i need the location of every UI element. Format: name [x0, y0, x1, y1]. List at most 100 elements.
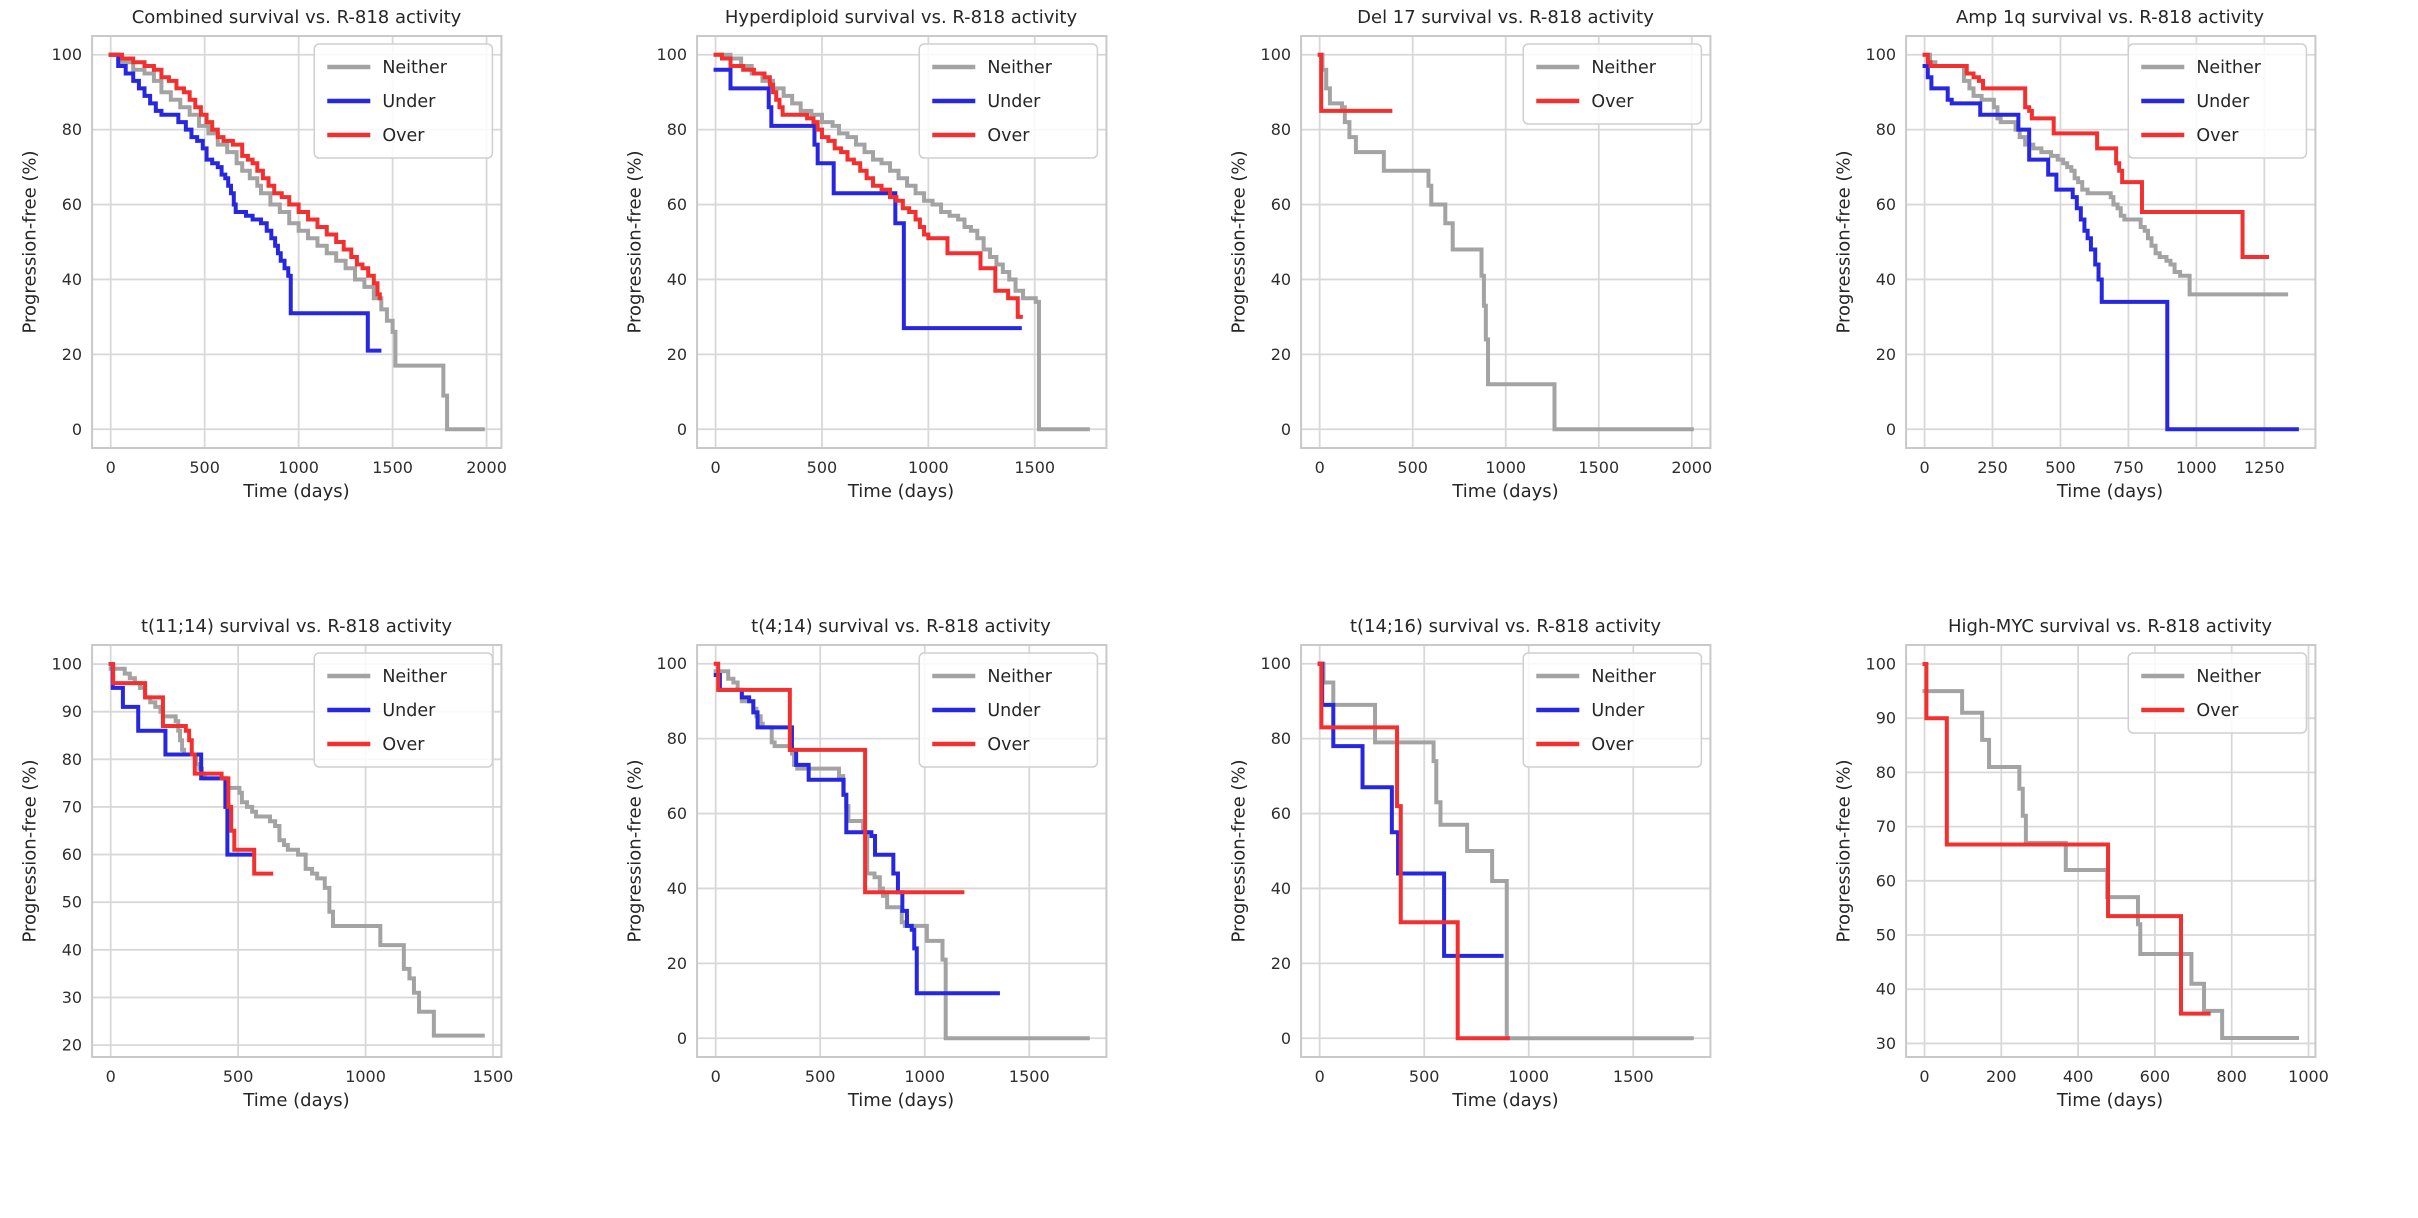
- chart-title: t(4;14) survival vs. R-818 activity: [751, 616, 1051, 637]
- y-tick-label: 60: [1271, 804, 1291, 823]
- y-tick-label: 40: [1875, 270, 1895, 289]
- series-line-under: [108, 52, 382, 353]
- y-tick-label: 100: [1865, 45, 1896, 64]
- legend: Neither Under Over: [918, 43, 1098, 159]
- x-tick-label: 0: [1919, 458, 1929, 477]
- y-tick-label: 20: [1271, 345, 1291, 364]
- legend-box: [1522, 652, 1703, 768]
- subplot-amp1q: 0 250 500 750 1000 1250 0 20 40 60 80 100 Neither Und…: [1814, 0, 2418, 609]
- y-tick-label: 30: [62, 988, 82, 1007]
- y-tick-label: 20: [62, 1036, 82, 1055]
- x-tick-label: 0: [106, 458, 116, 477]
- legend-label-over: Over: [2196, 126, 2239, 146]
- y-tick-label: 70: [62, 797, 82, 816]
- plot-border: [1300, 644, 1712, 1058]
- y-axis-label: Progression-free (%): [19, 150, 41, 334]
- series-line-over: [1921, 662, 2211, 1016]
- y-tick-label: 40: [666, 270, 686, 289]
- series-line-under: [1317, 661, 1504, 958]
- series-line-over: [1317, 661, 1510, 1041]
- x-tick-label: 500: [806, 458, 837, 477]
- legend-box: [313, 43, 494, 159]
- legend: Neither Over: [2127, 652, 2307, 734]
- tick-labels: 0 500 1000 1500 20 30 40 50 60 70 80 90 100: [52, 655, 514, 1086]
- series-line-under: [713, 673, 1000, 996]
- y-tick-label: 80: [666, 120, 686, 139]
- y-axis-label: Progression-free (%): [624, 150, 645, 334]
- chart-title: Hyperdiploid survival vs. R-818 activity: [724, 7, 1078, 28]
- legend-label-neither: Neither: [987, 58, 1052, 78]
- x-tick-label: 0: [710, 1067, 720, 1086]
- y-tick-label: 80: [62, 750, 82, 769]
- legend: Neither Over: [1522, 43, 1703, 125]
- legend-label-over: Over: [382, 126, 425, 146]
- series-line-under: [713, 67, 1022, 331]
- y-tick-label: 40: [1271, 879, 1291, 898]
- y-tick-label: 60: [666, 804, 686, 823]
- legend-label-under: Under: [987, 701, 1041, 721]
- x-tick-label: 1500: [1578, 458, 1619, 477]
- legend-label-under: Under: [382, 701, 436, 721]
- x-tick-label: 1000: [907, 458, 948, 477]
- y-tick-label: 0: [1885, 420, 1895, 439]
- legend-label-neither: Neither: [382, 58, 447, 78]
- y-tick-label: 20: [666, 345, 686, 364]
- legend-label-over: Over: [987, 126, 1030, 146]
- y-axis-label: Progression-free (%): [1833, 150, 1854, 334]
- y-tick-label: 60: [1271, 195, 1291, 214]
- series-line-over: [108, 52, 382, 301]
- y-tick-label: 40: [62, 940, 82, 959]
- y-tick-label: 80: [1875, 120, 1895, 139]
- y-tick-label: 60: [1875, 195, 1895, 214]
- subplot-t14-16: 0 500 1000 1500 0 20 40 60 80 100 Neither Under Over…: [1209, 609, 1814, 1218]
- y-tick-label: 70: [1875, 817, 1895, 836]
- y-tick-label: 0: [72, 420, 82, 439]
- series-line-over: [713, 52, 1023, 319]
- series-line-neither: [713, 52, 1090, 432]
- high-myc-chart: 0 200 400 600 800 1000 30 40 50 60 70 80 90 100 Neithe…: [1865, 644, 2328, 1086]
- series-line-over: [108, 662, 274, 876]
- x-tick-label: 2000: [466, 458, 507, 477]
- tick-labels: 0 500 1000 1500 2000 0 20 40 60 80 100: [52, 45, 507, 477]
- y-axis-label: Progression-free (%): [624, 759, 645, 943]
- x-axis-label: Time (days): [243, 1090, 350, 1111]
- plot-border: [1300, 35, 1712, 449]
- plot-border: [1904, 35, 2316, 449]
- legend-label-over: Over: [987, 735, 1030, 755]
- y-tick-label: 40: [1271, 270, 1291, 289]
- legend-label-neither: Neither: [1591, 58, 1656, 78]
- t14-16-chart: 0 500 1000 1500 0 20 40 60 80 100 Neither Under Over: [1261, 644, 1712, 1086]
- y-tick-label: 100: [1865, 654, 1896, 673]
- x-tick-label: 1000: [1485, 458, 1526, 477]
- x-tick-label: 1500: [1014, 458, 1055, 477]
- y-tick-label: 80: [1875, 763, 1895, 782]
- x-tick-label: 0: [710, 458, 720, 477]
- series-line-neither: [108, 666, 485, 1038]
- x-tick-label: 1500: [1008, 1067, 1049, 1086]
- y-tick-label: 90: [1875, 709, 1895, 728]
- series-line-neither: [1317, 52, 1694, 432]
- plot-border: [1904, 644, 2316, 1058]
- x-tick-label: 1500: [473, 1067, 514, 1086]
- series-line-neither: [1922, 52, 2288, 297]
- y-tick-label: 40: [666, 879, 686, 898]
- subplot-high-myc: 0 200 400 600 800 1000 30 40 50 60 70 80 90 100 Neithe…: [1814, 609, 2418, 1218]
- legend-label-over: Over: [1591, 92, 1634, 112]
- y-tick-label: 60: [62, 845, 82, 864]
- y-tick-label: 40: [62, 270, 82, 289]
- y-tick-label: 80: [1271, 120, 1291, 139]
- legend-label-under: Under: [987, 92, 1041, 112]
- legend: Neither Under Over: [313, 652, 494, 768]
- y-tick-label: 0: [1281, 1029, 1291, 1048]
- x-tick-label: 1000: [278, 458, 319, 477]
- y-tick-label: 20: [666, 954, 686, 973]
- legend-label-neither: Neither: [382, 667, 447, 687]
- y-tick-label: 100: [656, 45, 687, 64]
- y-tick-label: 60: [666, 195, 686, 214]
- t4-14-chart: 0 500 1000 1500 0 20 40 60 80 100 Neither Under Over: [656, 644, 1107, 1086]
- x-tick-label: 600: [2139, 1067, 2170, 1086]
- chart-title: t(11;14) survival vs. R-818 activity: [140, 616, 453, 637]
- x-tick-label: 500: [223, 1067, 254, 1086]
- plot-border: [695, 644, 1107, 1058]
